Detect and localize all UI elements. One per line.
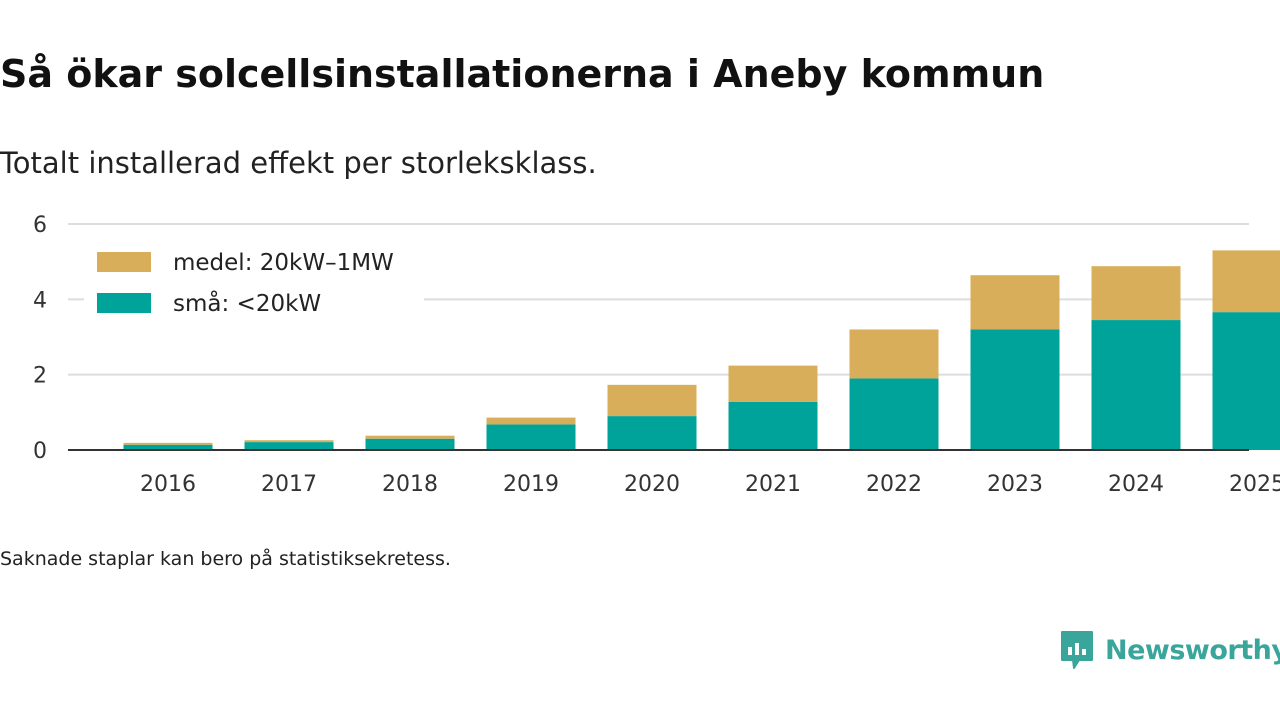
x-tick-label-2018: 2018 <box>382 472 438 497</box>
bar-2019-sma <box>486 424 576 450</box>
bar-2017-medel <box>244 440 334 443</box>
x-tick-label-2016: 2016 <box>140 472 196 497</box>
newsworthy-logo-icon <box>1061 631 1093 669</box>
bar-2025-sma <box>1212 312 1280 450</box>
bar-2017-sma <box>244 442 334 450</box>
bar-2024-medel <box>1091 266 1181 321</box>
bar-2023-sma <box>970 329 1060 450</box>
bar-2022-sma <box>849 378 939 450</box>
bar-2016-sma <box>123 444 213 450</box>
bar-2021-sma <box>728 401 818 450</box>
chart-title: Så ökar solcellsinstallationerna i Aneby… <box>0 52 1045 96</box>
chart-subtitle: Totalt installerad effekt per storlekskl… <box>0 146 597 180</box>
x-tick-label-2024: 2024 <box>1108 472 1164 497</box>
legend-label-medel: medel: 20kW–1MW <box>173 250 394 276</box>
x-tick-label-2023: 2023 <box>987 472 1043 497</box>
y-tick-label-0: 0 <box>33 439 47 464</box>
bar-2022-medel <box>849 329 939 379</box>
bar-2021-medel <box>728 365 818 402</box>
legend-swatch-medel <box>97 252 151 272</box>
x-tick-label-2019: 2019 <box>503 472 559 497</box>
brand-logo[interactable]: Newsworthy <box>1059 629 1280 671</box>
x-tick-label-2017: 2017 <box>261 472 317 497</box>
legend-label-sma: små: <20kW <box>173 289 321 317</box>
legend-background <box>84 234 424 330</box>
x-tick-label-2022: 2022 <box>866 472 922 497</box>
x-tick-label-2020: 2020 <box>624 472 680 497</box>
y-tick-label-4: 4 <box>33 288 47 313</box>
bar-2019-medel <box>486 417 576 425</box>
bar-2018-sma <box>365 438 455 450</box>
bar-2023-medel <box>970 275 1060 330</box>
stacked-bar-chart: 0 2 4 6 2016 2017 2018 2019 2020 2021 2022 2023 2024… <box>33 213 1280 497</box>
bar-2016-medel <box>123 442 213 445</box>
bar-2018-medel <box>365 435 455 439</box>
bar-2020-sma <box>607 416 697 450</box>
footnote: Saknade staplar kan bero på statistiksek… <box>0 548 451 570</box>
bar-2024-sma <box>1091 320 1181 450</box>
brand-name: Newsworthy <box>1105 634 1280 666</box>
y-tick-label-6: 6 <box>33 213 47 238</box>
y-tick-label-2: 2 <box>33 364 47 389</box>
x-tick-label-2025: 2025 <box>1229 472 1280 497</box>
legend-swatch-sma <box>97 293 151 313</box>
bar-2020-medel <box>607 384 697 417</box>
bar-2025-medel <box>1212 250 1280 313</box>
x-tick-label-2021: 2021 <box>745 472 801 497</box>
